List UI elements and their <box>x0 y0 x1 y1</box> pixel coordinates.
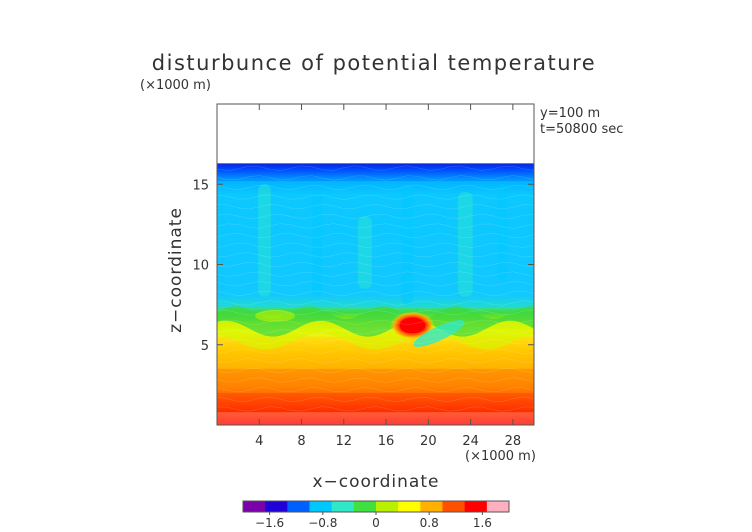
field-region <box>217 181 534 308</box>
colorbar-swatch <box>420 501 443 512</box>
contour-line <box>217 310 534 316</box>
contour-line <box>217 329 534 335</box>
field-plume <box>358 216 372 289</box>
x-axis-label: x−coordinate <box>313 472 440 492</box>
field-plume <box>497 184 508 281</box>
colorbar-tick-label: 1.6 <box>473 516 492 530</box>
contour-line <box>217 213 534 219</box>
annotation-time: t=50800 sec <box>540 122 623 137</box>
colorbar-tick-label: 0.8 <box>420 516 439 530</box>
contour-line <box>217 271 534 277</box>
contour-line <box>217 184 534 191</box>
contour-line <box>217 194 534 200</box>
contour-line <box>217 261 534 268</box>
field-region <box>217 392 534 413</box>
warm-anomaly-core <box>399 317 426 334</box>
colorbar-swatch <box>376 501 399 512</box>
x-tick-label: 4 <box>255 434 263 449</box>
colorbar-tick-label: −0.8 <box>308 516 337 530</box>
x-tick-label: 12 <box>336 434 353 449</box>
y-unit-label: (×1000 m) <box>140 78 211 93</box>
field-plume <box>312 192 323 297</box>
annotation-y: y=100 m <box>540 106 600 121</box>
field-plume <box>401 184 414 305</box>
colorbar-swatch <box>464 501 488 512</box>
contour-line <box>217 290 534 296</box>
contour-line <box>217 319 534 325</box>
colorbar-swatch <box>309 501 333 512</box>
contour-line <box>217 338 534 345</box>
contour-line <box>217 358 534 364</box>
contour-line <box>217 233 534 239</box>
field-yellow-layer <box>217 320 534 350</box>
x-tick-label: 24 <box>462 434 479 449</box>
colorbar-swatch <box>331 501 355 512</box>
x-tick-label: 28 <box>505 434 522 449</box>
colorbar-tick-label: −1.6 <box>255 516 284 530</box>
contour-line <box>217 204 534 210</box>
colorbar-tick-label: 0 <box>372 516 380 530</box>
y-axis-label: z−coordinate <box>166 207 186 333</box>
contour-line <box>217 387 534 393</box>
colorbar-swatch <box>265 501 288 512</box>
colorbar: −1.6 −0.8 0 0.8 1.6 <box>242 500 510 530</box>
contour-line <box>217 348 534 354</box>
colorbar-swatch <box>442 501 466 512</box>
cold-anomaly <box>413 320 465 347</box>
colorbar-swatch <box>398 501 421 512</box>
colorbar-swatch <box>353 501 377 512</box>
x-axis: 4 8 12 16 20 24 28 <box>255 104 521 449</box>
colorbar-swatch <box>287 501 310 512</box>
contour-line <box>217 242 534 248</box>
contour-line <box>217 252 534 258</box>
colorbar-swatch <box>486 501 510 512</box>
contour-line <box>217 223 534 229</box>
x-tick-label: 16 <box>378 434 395 449</box>
contour-line <box>217 281 534 287</box>
field-plume <box>457 192 473 297</box>
field-plume <box>258 184 271 297</box>
chart-title: disturbunce of potential temperature <box>152 51 596 75</box>
plot-field <box>217 163 534 425</box>
contour-line <box>217 300 534 306</box>
x-tick-label: 8 <box>297 434 305 449</box>
y-tick-label: 15 <box>192 178 209 193</box>
field-region <box>217 412 534 425</box>
contour-line <box>217 165 534 171</box>
y-tick-label: 5 <box>201 339 209 354</box>
field-background <box>217 163 534 425</box>
field-region <box>217 163 534 182</box>
x-tick-label: 20 <box>420 434 437 449</box>
contour-line <box>217 396 534 402</box>
contour-line <box>217 367 534 374</box>
colorbar-swatch <box>243 501 266 512</box>
y-tick-label: 10 <box>192 259 209 274</box>
contour-line <box>217 175 534 181</box>
contour-line <box>217 406 534 412</box>
x-unit-label: (×1000 m) <box>465 449 536 464</box>
field-region <box>217 368 534 393</box>
field-feature <box>255 309 296 322</box>
contour-line <box>217 377 534 383</box>
y-axis: 5 10 15 <box>192 178 534 354</box>
